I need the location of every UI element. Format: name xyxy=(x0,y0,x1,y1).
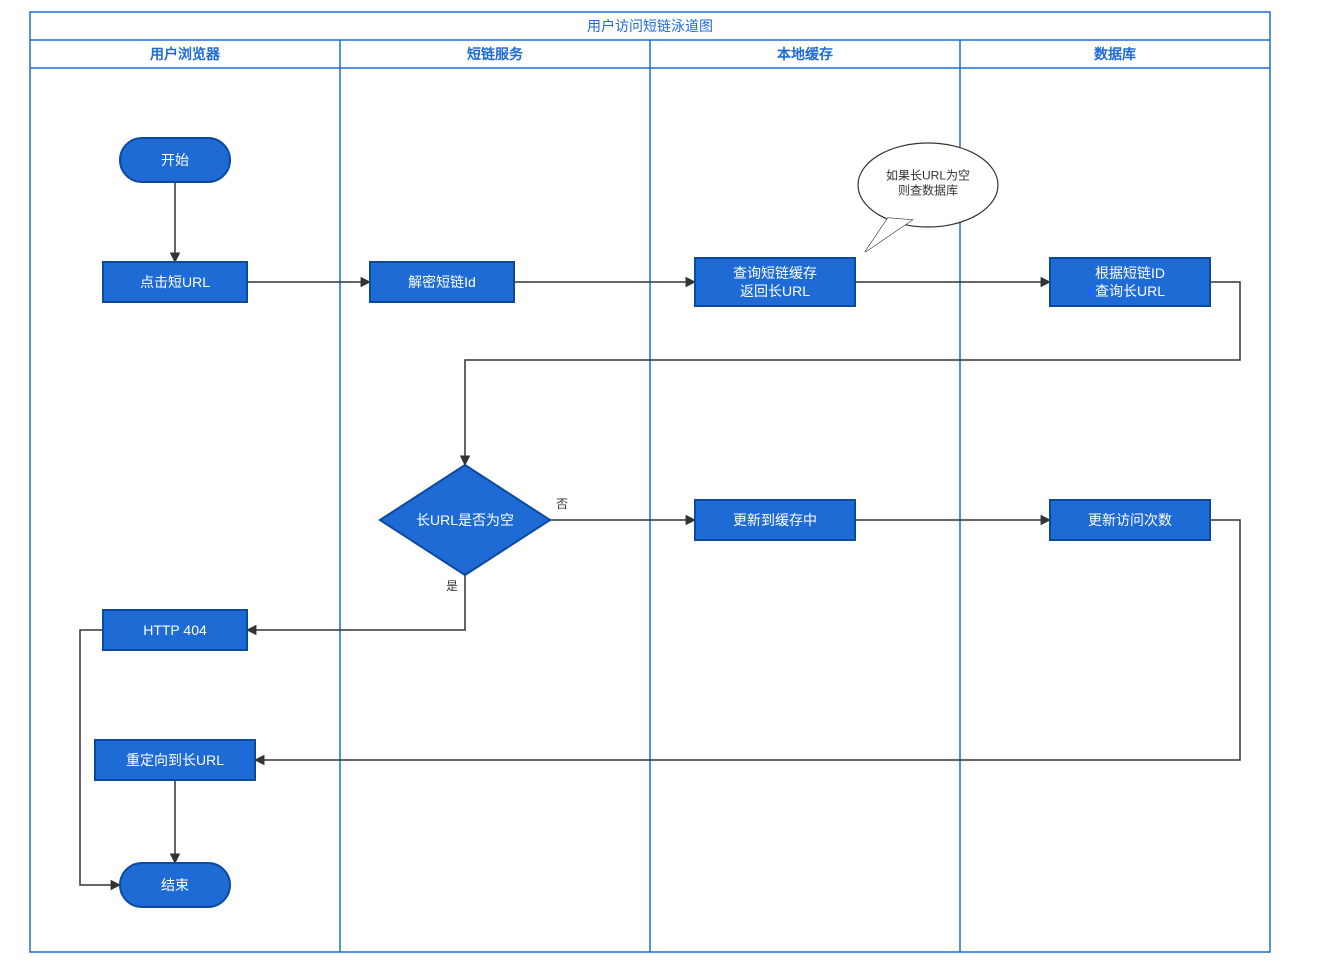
node-qcache: 查询短链缓存返回长URL xyxy=(695,258,855,306)
lane-header-cache: 本地缓存 xyxy=(777,46,833,62)
node-label-http404: HTTP 404 xyxy=(143,622,207,638)
node-decrypt: 解密短链Id xyxy=(370,262,514,302)
diagram-title: 用户访问短链泳道图 xyxy=(587,18,713,34)
node-http404: HTTP 404 xyxy=(103,610,247,650)
node-updcount: 更新访问次数 xyxy=(1050,500,1210,540)
node-click: 点击短URL xyxy=(103,262,247,302)
node-redirect: 重定向到长URL xyxy=(95,740,255,780)
node-label-end: 结束 xyxy=(161,877,189,893)
lane-header-browser: 用户浏览器 xyxy=(150,46,221,62)
node-label-decision: 长URL是否为空 xyxy=(416,512,514,528)
node-label-updcount: 更新访问次数 xyxy=(1088,512,1172,528)
node-end: 结束 xyxy=(120,863,230,907)
lane-header-service: 短链服务 xyxy=(467,46,524,62)
node-label-updcache: 更新到缓存中 xyxy=(733,512,817,528)
edge-label-decision-updcache: 否 xyxy=(556,497,568,511)
node-updcache: 更新到缓存中 xyxy=(695,500,855,540)
node-decision: 长URL是否为空 xyxy=(380,465,550,575)
node-label-redirect: 重定向到长URL xyxy=(126,752,224,768)
edge-label-decision-http404: 是 xyxy=(446,579,458,593)
edge-updcount-redirect xyxy=(255,520,1240,760)
edge-decision-http404 xyxy=(247,575,465,630)
nodes: 开始点击短URL 解密短链Id 查询短链缓存返回长URL 根据短链ID查询长URL 长U… xyxy=(95,138,1210,907)
node-qdb: 根据短链ID查询长URL xyxy=(1050,258,1210,306)
edge-qdb-decision xyxy=(465,282,1240,465)
node-start: 开始 xyxy=(120,138,230,182)
callout: 如果长URL为空则查数据库 xyxy=(858,143,998,252)
lane-header-database: 数据库 xyxy=(1094,46,1136,62)
node-label-start: 开始 xyxy=(161,152,189,168)
swimlane-diagram: 用户访问短链泳道图用户浏览器 短链服务 本地缓存 数据库否是 开始点击短URL 解密短链I… xyxy=(0,0,1344,976)
node-label-decrypt: 解密短链Id xyxy=(408,274,476,290)
node-label-click: 点击短URL xyxy=(140,274,210,290)
